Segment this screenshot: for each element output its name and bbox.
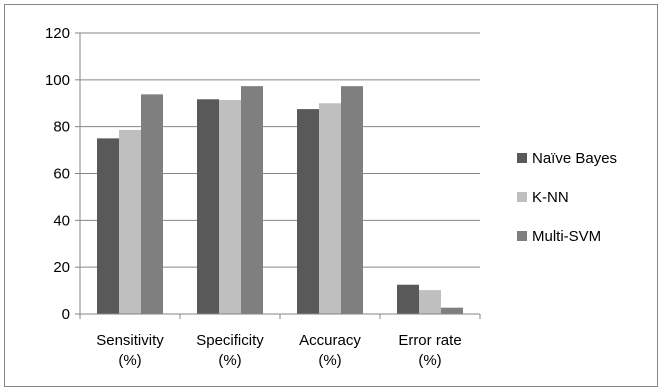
legend-swatch: [517, 153, 527, 163]
bars: [97, 86, 463, 315]
bar: [119, 129, 141, 314]
x-tick-label: Accuracy (%): [299, 332, 361, 369]
bar: [319, 103, 341, 314]
axes: [75, 32, 481, 319]
y-tick-label: 40: [53, 212, 70, 229]
x-tick-label: Sensitivity (%): [96, 332, 164, 369]
legend: Naïve Bayes K-NN Multi-SVM: [517, 150, 617, 245]
y-tick-label: 80: [53, 119, 70, 136]
bar: [241, 86, 263, 315]
bar: [197, 99, 219, 314]
legend-swatch: [517, 192, 527, 202]
y-tick-label: 60: [53, 166, 70, 183]
bar: [341, 86, 363, 315]
x-tick-label: Specificity (%): [196, 332, 264, 369]
bar: [141, 94, 163, 314]
y-tick-label: 0: [62, 306, 70, 323]
bar: [441, 307, 463, 314]
legend-label: K-NN: [532, 189, 569, 206]
legend-label: Multi-SVM: [532, 228, 601, 245]
y-tick-labels: 0 20 40 60 80 100 120: [45, 25, 70, 323]
bar: [419, 290, 441, 314]
x-tick-labels: Sensitivity (%) Specificity (%) Accuracy (%) E…: [96, 332, 461, 369]
bar: [97, 138, 119, 314]
bar: [219, 99, 241, 314]
y-tick-label: 20: [53, 259, 70, 276]
bar: [297, 109, 319, 315]
y-tick-label: 120: [45, 25, 70, 42]
y-tick-label: 100: [45, 72, 70, 89]
bar: [397, 284, 419, 314]
legend-label: Naïve Bayes: [532, 150, 617, 167]
legend-swatch: [517, 231, 527, 241]
x-tick-label: Error rate (%): [398, 332, 461, 369]
